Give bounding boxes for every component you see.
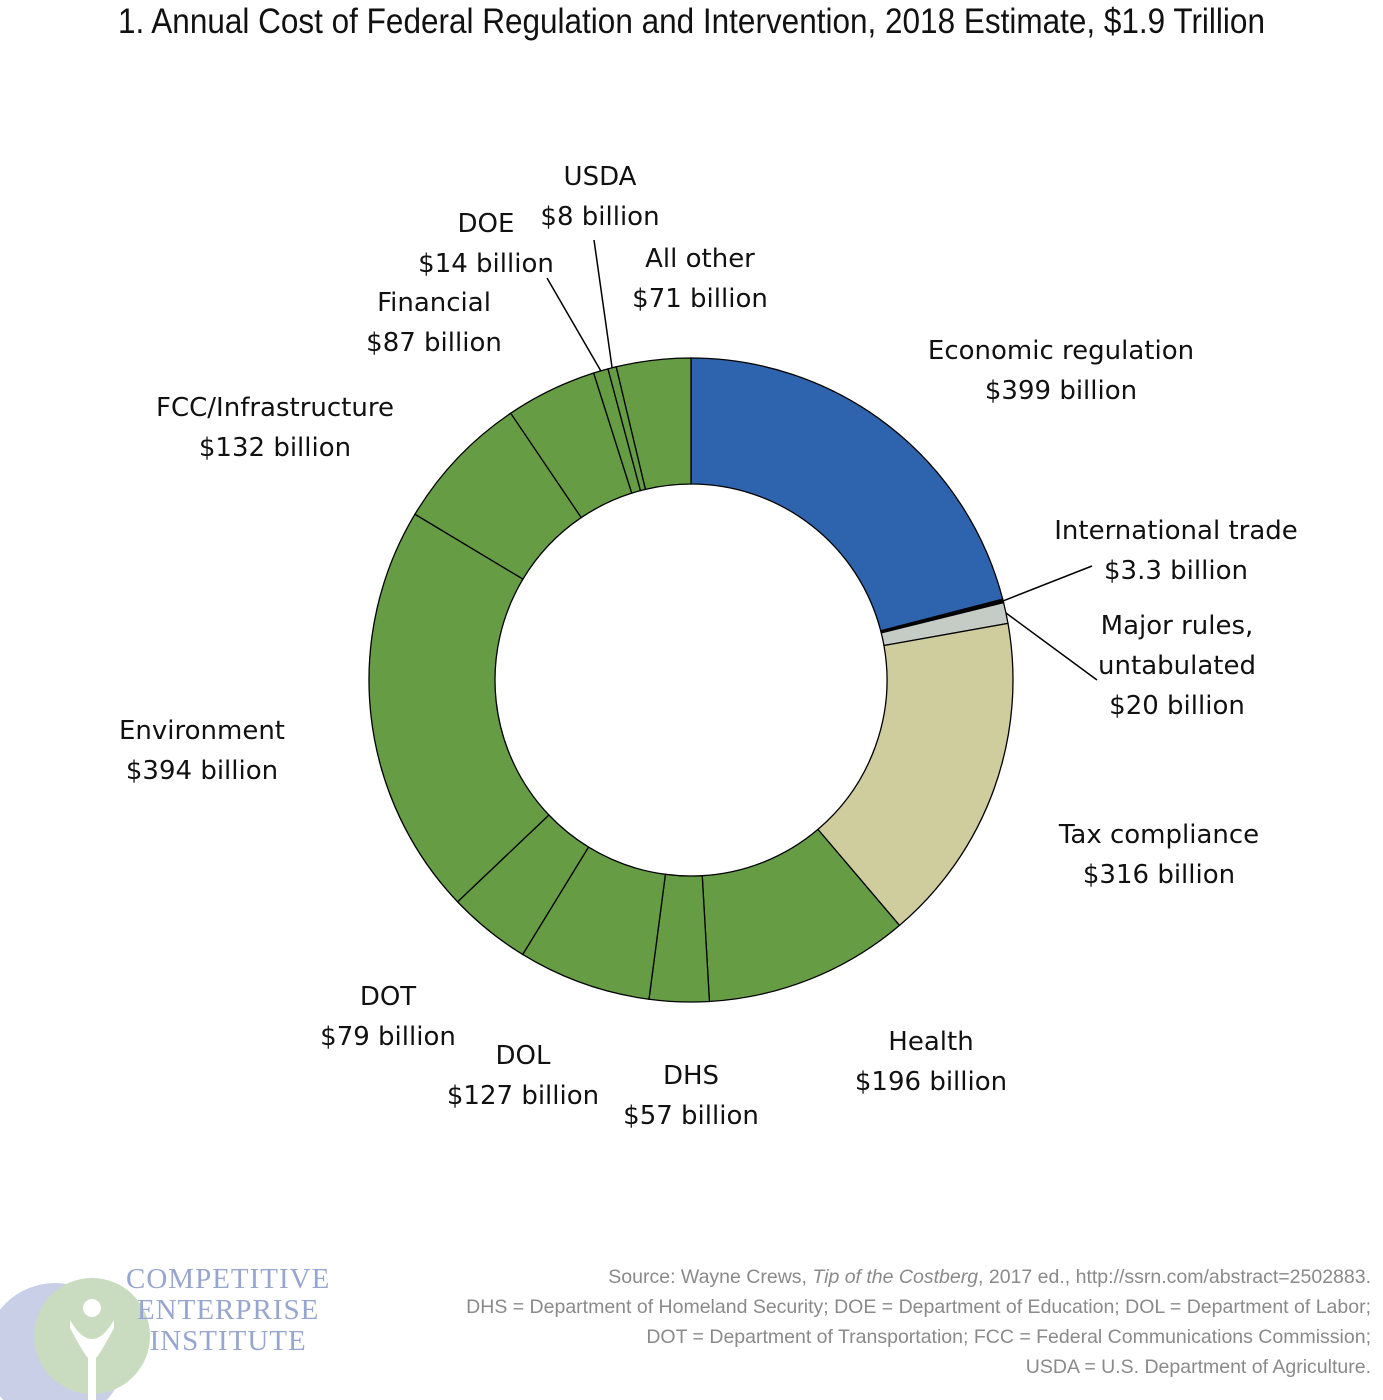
chart-title: 1. Annual Cost of Federal Regulation and… — [118, 2, 1265, 41]
label-value: $196 billion — [854, 1067, 1008, 1097]
leader-lines — [546, 239, 1098, 681]
label-value: $3.3 billion — [1104, 556, 1248, 586]
label-name: Health — [888, 1027, 974, 1057]
logo-line: ENTERPRISE — [136, 1294, 320, 1326]
label-value: $79 billion — [320, 1022, 456, 1052]
label-health: Health $196 billion — [855, 1022, 1007, 1102]
label-dot: DOT $79 billion — [320, 977, 456, 1057]
label-value: $394 billion — [125, 756, 279, 786]
source-prefix: Source: Wayne Crews, — [608, 1266, 813, 1288]
label-value: $8 billion — [540, 202, 660, 232]
label-name: USDA — [563, 162, 637, 192]
label-name: DOE — [457, 209, 515, 239]
label-fcc-infrastructure: FCC/Infrastructure $132 billion — [156, 388, 394, 468]
label-value: $71 billion — [632, 284, 768, 314]
label-value: $14 billion — [418, 249, 554, 279]
label-usda: USDA $8 billion — [540, 157, 659, 237]
logo-text: COMPETITIVE ENTERPRISE INSTITUTE — [126, 1264, 330, 1357]
label-name: DOL — [495, 1041, 551, 1071]
label-name: Tax compliance — [1058, 820, 1260, 850]
label-value: $399 billion — [984, 376, 1138, 406]
label-dhs: DHS $57 billion — [623, 1056, 759, 1136]
label-all-other: All other $71 billion — [632, 239, 768, 319]
label-value: $316 billion — [1082, 860, 1236, 890]
leader-usda — [593, 239, 613, 368]
label-major-rules: Major rules, untabulated $20 billion — [1098, 606, 1256, 726]
source-note: DOT = Department of Transportation; FCC … — [646, 1326, 1371, 1348]
label-name: International trade — [1054, 516, 1298, 546]
logo-line: INSTITUTE — [149, 1325, 307, 1357]
source-book: Tip of the Costberg — [812, 1266, 979, 1288]
donut-chart — [368, 239, 1098, 1003]
label-name: DHS — [662, 1061, 720, 1091]
leader-international-trade — [1002, 565, 1093, 602]
donut-slices — [368, 357, 1014, 1003]
label-value: $132 billion — [198, 433, 352, 463]
label-name: Financial — [377, 288, 491, 318]
logo-head — [83, 1299, 101, 1317]
logo-green-circle — [34, 1278, 150, 1394]
source-notes: Source: Wayne Crews, Tip of the Costberg… — [466, 1262, 1371, 1382]
label-financial: Financial $87 billion — [366, 283, 502, 363]
label-dol: DOL $127 billion — [447, 1036, 599, 1116]
label-tax-compliance: Tax compliance $316 billion — [1059, 815, 1259, 895]
cei-logo — [0, 1278, 150, 1400]
label-name: All other — [645, 244, 755, 274]
label-name: Environment — [118, 716, 286, 746]
label-value: $127 billion — [446, 1081, 600, 1111]
label-name: FCC/Infrastructure — [156, 393, 394, 423]
slice-tax-compliance — [816, 622, 1014, 927]
logo-figure — [70, 1320, 114, 1400]
label-value: $20 billion — [1109, 691, 1245, 721]
source-suffix: , 2017 ed., http://ssrn.com/abstract=250… — [978, 1266, 1371, 1288]
label-value: $57 billion — [623, 1101, 759, 1131]
label-doe: DOE $14 billion — [418, 204, 554, 284]
slice-economic-regulation — [690, 357, 1004, 632]
label-line: Major rules, — [1100, 611, 1254, 641]
slice-all-other — [615, 357, 692, 491]
label-environment: Environment $394 billion — [119, 711, 285, 791]
leader-major-rules — [1005, 612, 1098, 681]
source-line: Source: Wayne Crews, Tip of the Costberg… — [466, 1262, 1371, 1292]
label-name: Economic regulation — [927, 336, 1195, 366]
label-international-trade: International trade $3.3 billion — [1054, 511, 1298, 591]
source-note: USDA = U.S. Department of Agriculture. — [1025, 1356, 1371, 1378]
label-economic-regulation: Economic regulation $399 billion — [928, 331, 1194, 411]
slice-environment — [368, 513, 550, 903]
leader-doe — [546, 277, 602, 372]
label-value: $87 billion — [366, 328, 502, 358]
logo-line: COMPETITIVE — [126, 1263, 331, 1295]
label-name: DOT — [359, 982, 417, 1012]
source-note: DHS = Department of Homeland Security; D… — [466, 1296, 1371, 1318]
label-line: untabulated — [1098, 651, 1256, 681]
